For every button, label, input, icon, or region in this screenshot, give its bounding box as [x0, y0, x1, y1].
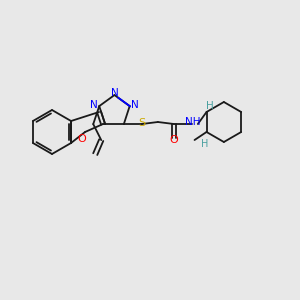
- Text: H: H: [206, 101, 213, 111]
- Text: N: N: [131, 100, 139, 110]
- Text: O: O: [78, 134, 86, 144]
- Text: O: O: [169, 135, 178, 145]
- Text: N: N: [111, 88, 118, 98]
- Text: H: H: [201, 139, 208, 149]
- Text: NH: NH: [185, 117, 201, 127]
- Text: N: N: [90, 100, 98, 110]
- Text: S: S: [138, 118, 146, 128]
